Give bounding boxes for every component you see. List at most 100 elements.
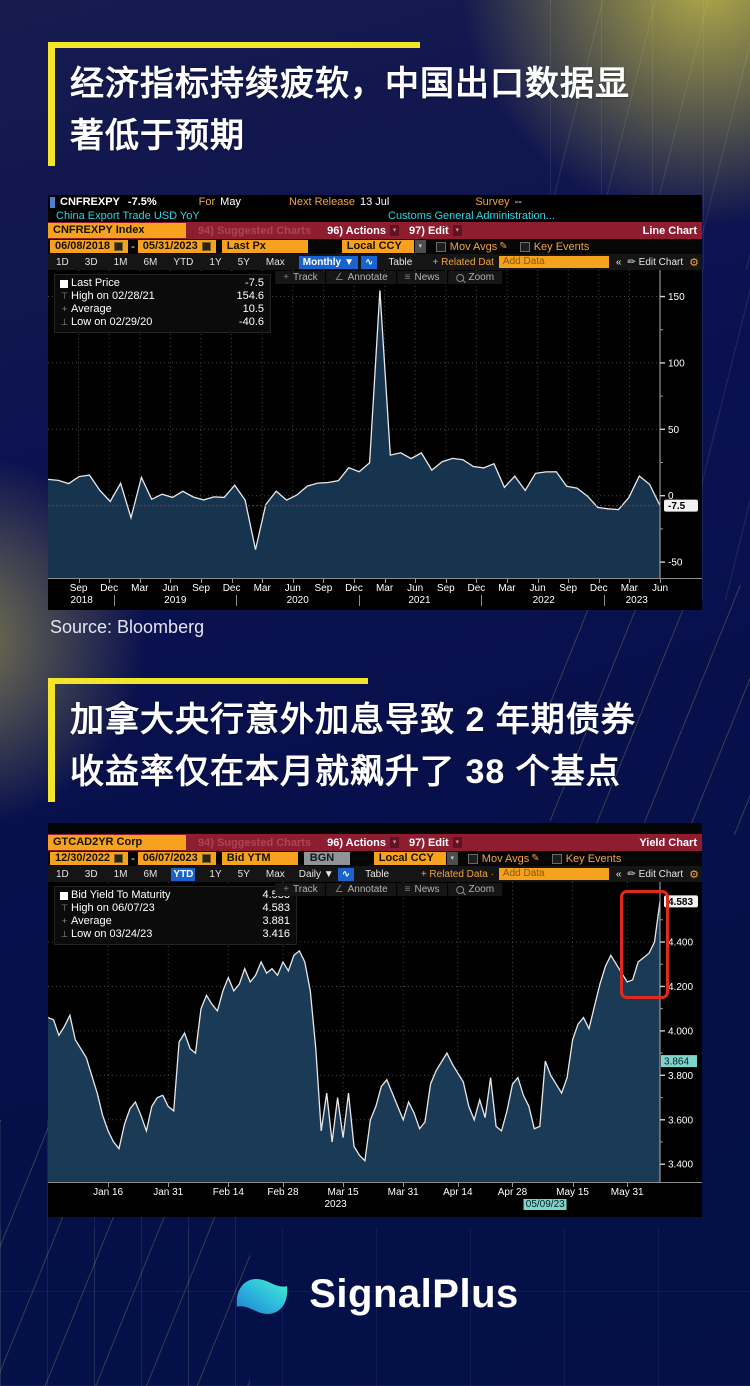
range-tab-1d[interactable]: 1D <box>56 869 69 880</box>
related-data-button[interactable]: + Related Data · <box>420 868 494 880</box>
add-data-input[interactable]: Add Data <box>498 256 609 268</box>
related-data-button[interactable]: + Related Dat <box>432 256 494 268</box>
svg-text:3.864: 3.864 <box>664 1057 689 1068</box>
mov-avgs-pencil-icon[interactable]: ✎ <box>531 853 540 864</box>
table-view-button[interactable]: Table <box>365 868 389 880</box>
suggested-charts-button[interactable]: 94) Suggested Charts <box>198 836 312 849</box>
period-dropdown[interactable]: Daily ▼ <box>298 868 334 880</box>
x-tick-mark <box>476 579 478 583</box>
range-tab-max[interactable]: Max <box>265 869 285 880</box>
toolbar-button-annotate[interactable]: ∠ Annotate <box>326 883 396 896</box>
pricing-source-selector[interactable]: BGN <box>303 852 350 865</box>
svg-text:50: 50 <box>668 425 680 436</box>
x-tick-label: Mar <box>498 583 516 594</box>
yield-chart-canvas[interactable]: Bid Yield To Maturity4.583⊤High on 06/07… <box>48 882 702 1182</box>
edit-chart-button[interactable]: ✏ Edit Chart <box>627 868 684 880</box>
toolbar-button-annotate[interactable]: ∠ Annotate <box>326 271 396 284</box>
range-tab-3d[interactable]: 3D <box>84 869 98 880</box>
suggested-charts-button[interactable]: 94) Suggested Charts <box>198 224 312 237</box>
edit-dropdown-icon[interactable]: ▾ <box>452 837 462 848</box>
ticker-input[interactable]: CNFREXPY Index <box>48 223 186 238</box>
gear-icon[interactable]: ⚙ <box>689 868 699 881</box>
range-tab-1y[interactable]: 1Y <box>209 869 222 880</box>
svg-text:3.800: 3.800 <box>668 1071 693 1082</box>
collapse-icon[interactable]: « <box>615 868 622 880</box>
currency-dropdown-icon[interactable]: ▾ <box>414 240 426 253</box>
next-release-label: Next Release <box>288 196 355 208</box>
mov-avgs-checkbox[interactable] <box>435 241 446 252</box>
range-tab-1y[interactable]: 1Y <box>209 257 222 268</box>
add-data-input[interactable]: Add Data <box>498 868 609 880</box>
field-selector[interactable]: Bid YTM <box>221 852 298 865</box>
range-tab-6m[interactable]: 6M <box>143 257 158 268</box>
period-dropdown[interactable]: Monthly ▼ <box>298 255 359 269</box>
range-tab-ytd[interactable]: YTD <box>173 257 194 268</box>
range-tab-ytd[interactable]: YTD <box>171 868 196 881</box>
collapse-icon[interactable]: « <box>615 256 622 268</box>
toolbar-button-news[interactable]: ≡ News <box>396 883 448 896</box>
currency-selector[interactable]: Local CCY <box>373 852 446 865</box>
toolbar-button-zoom[interactable]: Zoom <box>448 271 503 284</box>
date-from-input[interactable]: 12/30/2022 <box>50 852 129 865</box>
price-chart-canvas[interactable]: Last Price -7.5 ⊤ High on 02/28/21 154.6 + Ave… <box>48 270 702 578</box>
edit-dropdown-icon[interactable]: ▾ <box>452 225 462 236</box>
range-tab-5y[interactable]: 5Y <box>237 257 250 268</box>
calendar-icon[interactable] <box>114 854 124 863</box>
toolbar-button-news[interactable]: ≡ News <box>396 271 448 284</box>
menu-bar: CNFREXPY Index 94) Suggested Charts 96) … <box>48 222 702 239</box>
svg-text:4.000: 4.000 <box>668 1026 693 1037</box>
actions-dropdown-icon[interactable]: ▾ <box>389 225 399 236</box>
headline-text-line: 经济指标持续疲软，中国出口数据显 <box>70 65 630 103</box>
edit-menu-button[interactable]: 97) Edit <box>408 224 449 237</box>
low-marker-icon: ⊥ <box>60 929 69 939</box>
range-tab-5y[interactable]: 5Y <box>237 869 250 880</box>
chart-style-icon[interactable]: ∿ <box>361 255 378 269</box>
key-events-checkbox[interactable] <box>519 241 530 252</box>
toolbar-button-track[interactable]: + Track <box>275 271 326 284</box>
ticker-input[interactable]: GTCAD2YR Corp <box>48 835 186 850</box>
x-tick-mark <box>627 1183 629 1187</box>
svg-text:4.583: 4.583 <box>668 897 693 908</box>
range-tab-3d[interactable]: 3D <box>84 257 98 268</box>
actions-menu-button[interactable]: 96) Actions <box>327 836 386 849</box>
edit-menu-button[interactable]: 97) Edit <box>408 836 449 849</box>
calendar-icon[interactable] <box>114 242 124 251</box>
currency-selector[interactable]: Local CCY <box>341 240 414 253</box>
calendar-icon[interactable] <box>201 854 211 863</box>
brand-footer: SignalPlus <box>0 1266 750 1322</box>
plus-icon: + <box>283 272 289 283</box>
gear-icon[interactable]: ⚙ <box>689 256 699 269</box>
toolbar-button-zoom[interactable]: Zoom <box>448 883 503 896</box>
actions-menu-button[interactable]: 96) Actions <box>327 224 386 237</box>
security-info-row: CNFREXPY -7.5% For May Next Release 13 J… <box>48 195 702 209</box>
calendar-icon[interactable] <box>201 242 211 251</box>
mov-avgs-pencil-icon[interactable]: ✎ <box>499 241 508 252</box>
chart-style-icon[interactable]: ∿ <box>337 867 355 881</box>
chart-type-label: Yield Chart <box>639 836 697 849</box>
headline-china-exports: 经济指标持续疲软，中国出口数据显 著低于预期 <box>48 42 710 166</box>
actions-dropdown-icon[interactable]: ▾ <box>389 837 399 848</box>
x-tick-label: Sep <box>192 583 210 594</box>
table-view-button[interactable]: Table <box>388 256 413 268</box>
range-tab-1d[interactable]: 1D <box>56 257 69 268</box>
bloomberg-window-cnfrexpy: CNFREXPY -7.5% For May Next Release 13 J… <box>48 195 702 610</box>
key-events-checkbox[interactable] <box>551 853 562 864</box>
toolbar-button-track[interactable]: + Track <box>275 883 326 896</box>
legend-value: 3.416 <box>262 928 290 940</box>
svg-text:3.600: 3.600 <box>668 1115 693 1126</box>
bloomberg-window-gtcad2yr: GTCAD2YR Corp 94) Suggested Charts 96) A… <box>48 823 702 1217</box>
mov-avgs-label: Mov Avgs <box>481 852 530 865</box>
edit-chart-button[interactable]: ✏ Edit Chart <box>627 256 684 268</box>
signalplus-logo-icon <box>237 1278 288 1314</box>
x-tick-label: Jun <box>284 583 301 594</box>
range-tab-1m[interactable]: 1M <box>113 869 128 880</box>
mov-avgs-checkbox[interactable] <box>467 853 478 864</box>
range-tab-1m[interactable]: 1M <box>113 257 128 268</box>
field-selector[interactable]: Last Px <box>221 240 308 253</box>
date-to-input[interactable]: 05/31/2023 <box>137 240 216 253</box>
date-to-input[interactable]: 06/07/2023 <box>137 852 216 865</box>
currency-dropdown-icon[interactable]: ▾ <box>446 852 458 865</box>
range-tab-6m[interactable]: 6M <box>143 869 158 880</box>
range-tab-max[interactable]: Max <box>265 257 285 268</box>
date-from-input[interactable]: 06/08/2018 <box>50 240 129 253</box>
